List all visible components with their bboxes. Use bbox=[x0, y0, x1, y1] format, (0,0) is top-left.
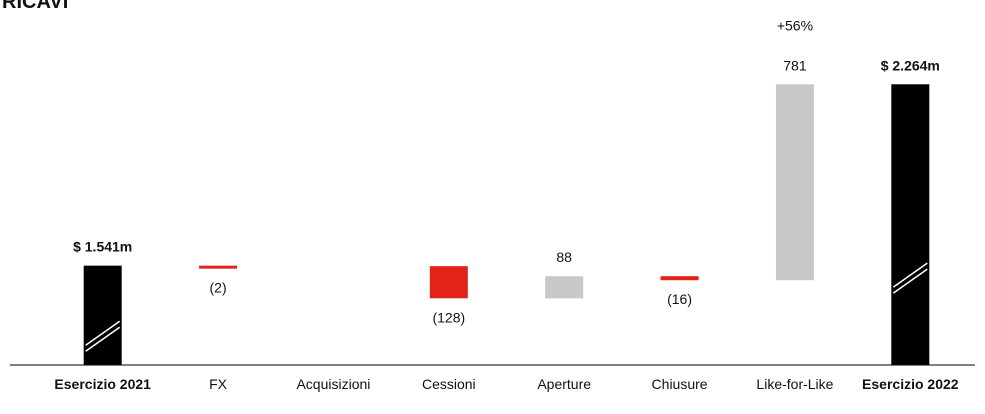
value-label: $ 2.264m bbox=[881, 57, 940, 73]
chart-title: RICAVI bbox=[2, 0, 68, 13]
x-tick-label: Like-for-Like bbox=[756, 376, 834, 392]
x-tick-label: Chiusure bbox=[651, 376, 708, 392]
value-label: 88 bbox=[556, 249, 572, 265]
x-tick-label: FX bbox=[209, 376, 227, 392]
bar bbox=[199, 265, 238, 269]
value-label: (16) bbox=[667, 291, 692, 307]
axis-break bbox=[892, 262, 928, 288]
value-label: $ 1.541m bbox=[73, 239, 132, 255]
bar bbox=[660, 276, 699, 281]
x-tick-label: Acquisizioni bbox=[296, 376, 371, 392]
bar bbox=[545, 276, 584, 299]
bar bbox=[775, 84, 814, 281]
axis-break bbox=[85, 326, 121, 352]
axis-break bbox=[85, 320, 121, 346]
value-label: (128) bbox=[432, 309, 465, 325]
axis-break bbox=[892, 268, 928, 294]
x-tick-label: Cessioni bbox=[421, 376, 476, 392]
annotation: +56% bbox=[777, 17, 813, 33]
bar bbox=[429, 266, 468, 299]
value-label: 781 bbox=[783, 57, 807, 73]
x-tick-label: Esercizio 2022 bbox=[862, 376, 959, 392]
bar bbox=[891, 84, 930, 365]
x-tick-label: Esercizio 2021 bbox=[54, 376, 151, 392]
bar bbox=[83, 265, 122, 365]
value-label: (2) bbox=[210, 280, 227, 296]
x-tick-label: Aperture bbox=[537, 376, 592, 392]
